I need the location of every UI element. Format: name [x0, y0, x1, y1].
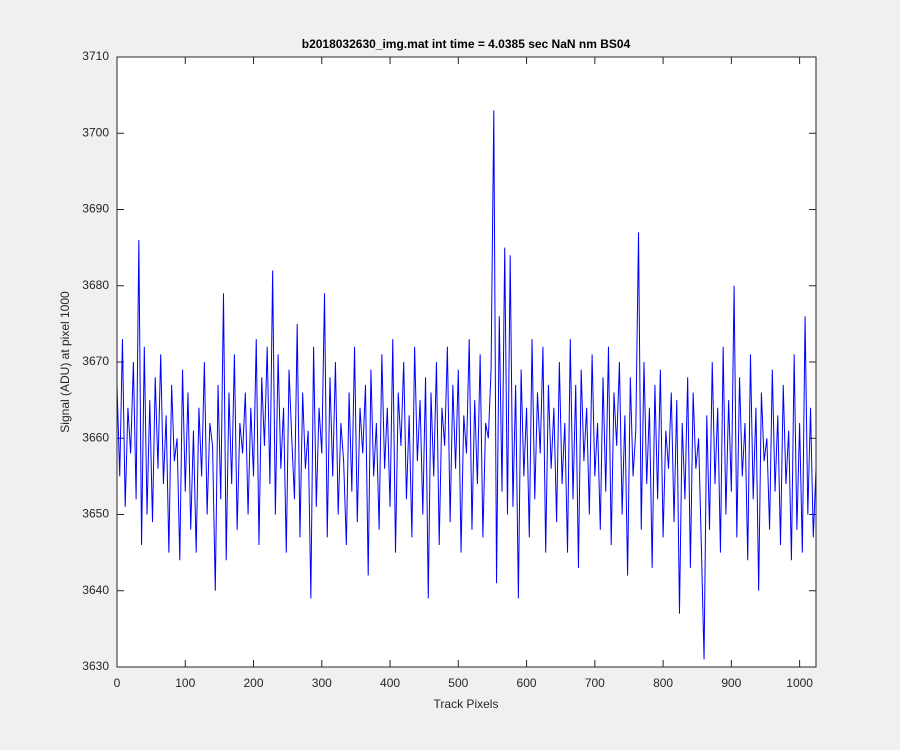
y-tick-label: 3660	[82, 430, 109, 444]
x-axis-label: Track Pixels	[434, 697, 499, 711]
y-tick-label: 3710	[82, 49, 109, 63]
x-tick-label: 100	[175, 676, 195, 690]
x-tick-label: 600	[517, 676, 537, 690]
x-tick-label: 300	[312, 676, 332, 690]
x-tick-label: 400	[380, 676, 400, 690]
x-tick-label: 0	[114, 676, 121, 690]
chart-title: b2018032630_img.mat int time = 4.0385 se…	[302, 37, 631, 51]
x-tick-label: 800	[653, 676, 673, 690]
y-tick-label: 3700	[82, 125, 109, 139]
x-tick-label: 1000	[786, 676, 813, 690]
y-axis-label: Signal (ADU) at pixel 1000	[58, 291, 72, 433]
y-tick-label: 3690	[82, 202, 109, 216]
y-tick-label: 3680	[82, 278, 109, 292]
y-tick-label: 3640	[82, 583, 109, 597]
plot-area	[117, 57, 816, 667]
x-tick-label: 500	[448, 676, 468, 690]
x-tick-label: 200	[244, 676, 264, 690]
axes-box	[116, 56, 817, 668]
y-tick-label: 3650	[82, 507, 109, 521]
x-tick-label: 700	[585, 676, 605, 690]
data-line	[116, 110, 817, 660]
y-tick-label: 3670	[82, 354, 109, 368]
x-tick-label: 900	[721, 676, 741, 690]
y-tick-label: 3630	[82, 659, 109, 673]
